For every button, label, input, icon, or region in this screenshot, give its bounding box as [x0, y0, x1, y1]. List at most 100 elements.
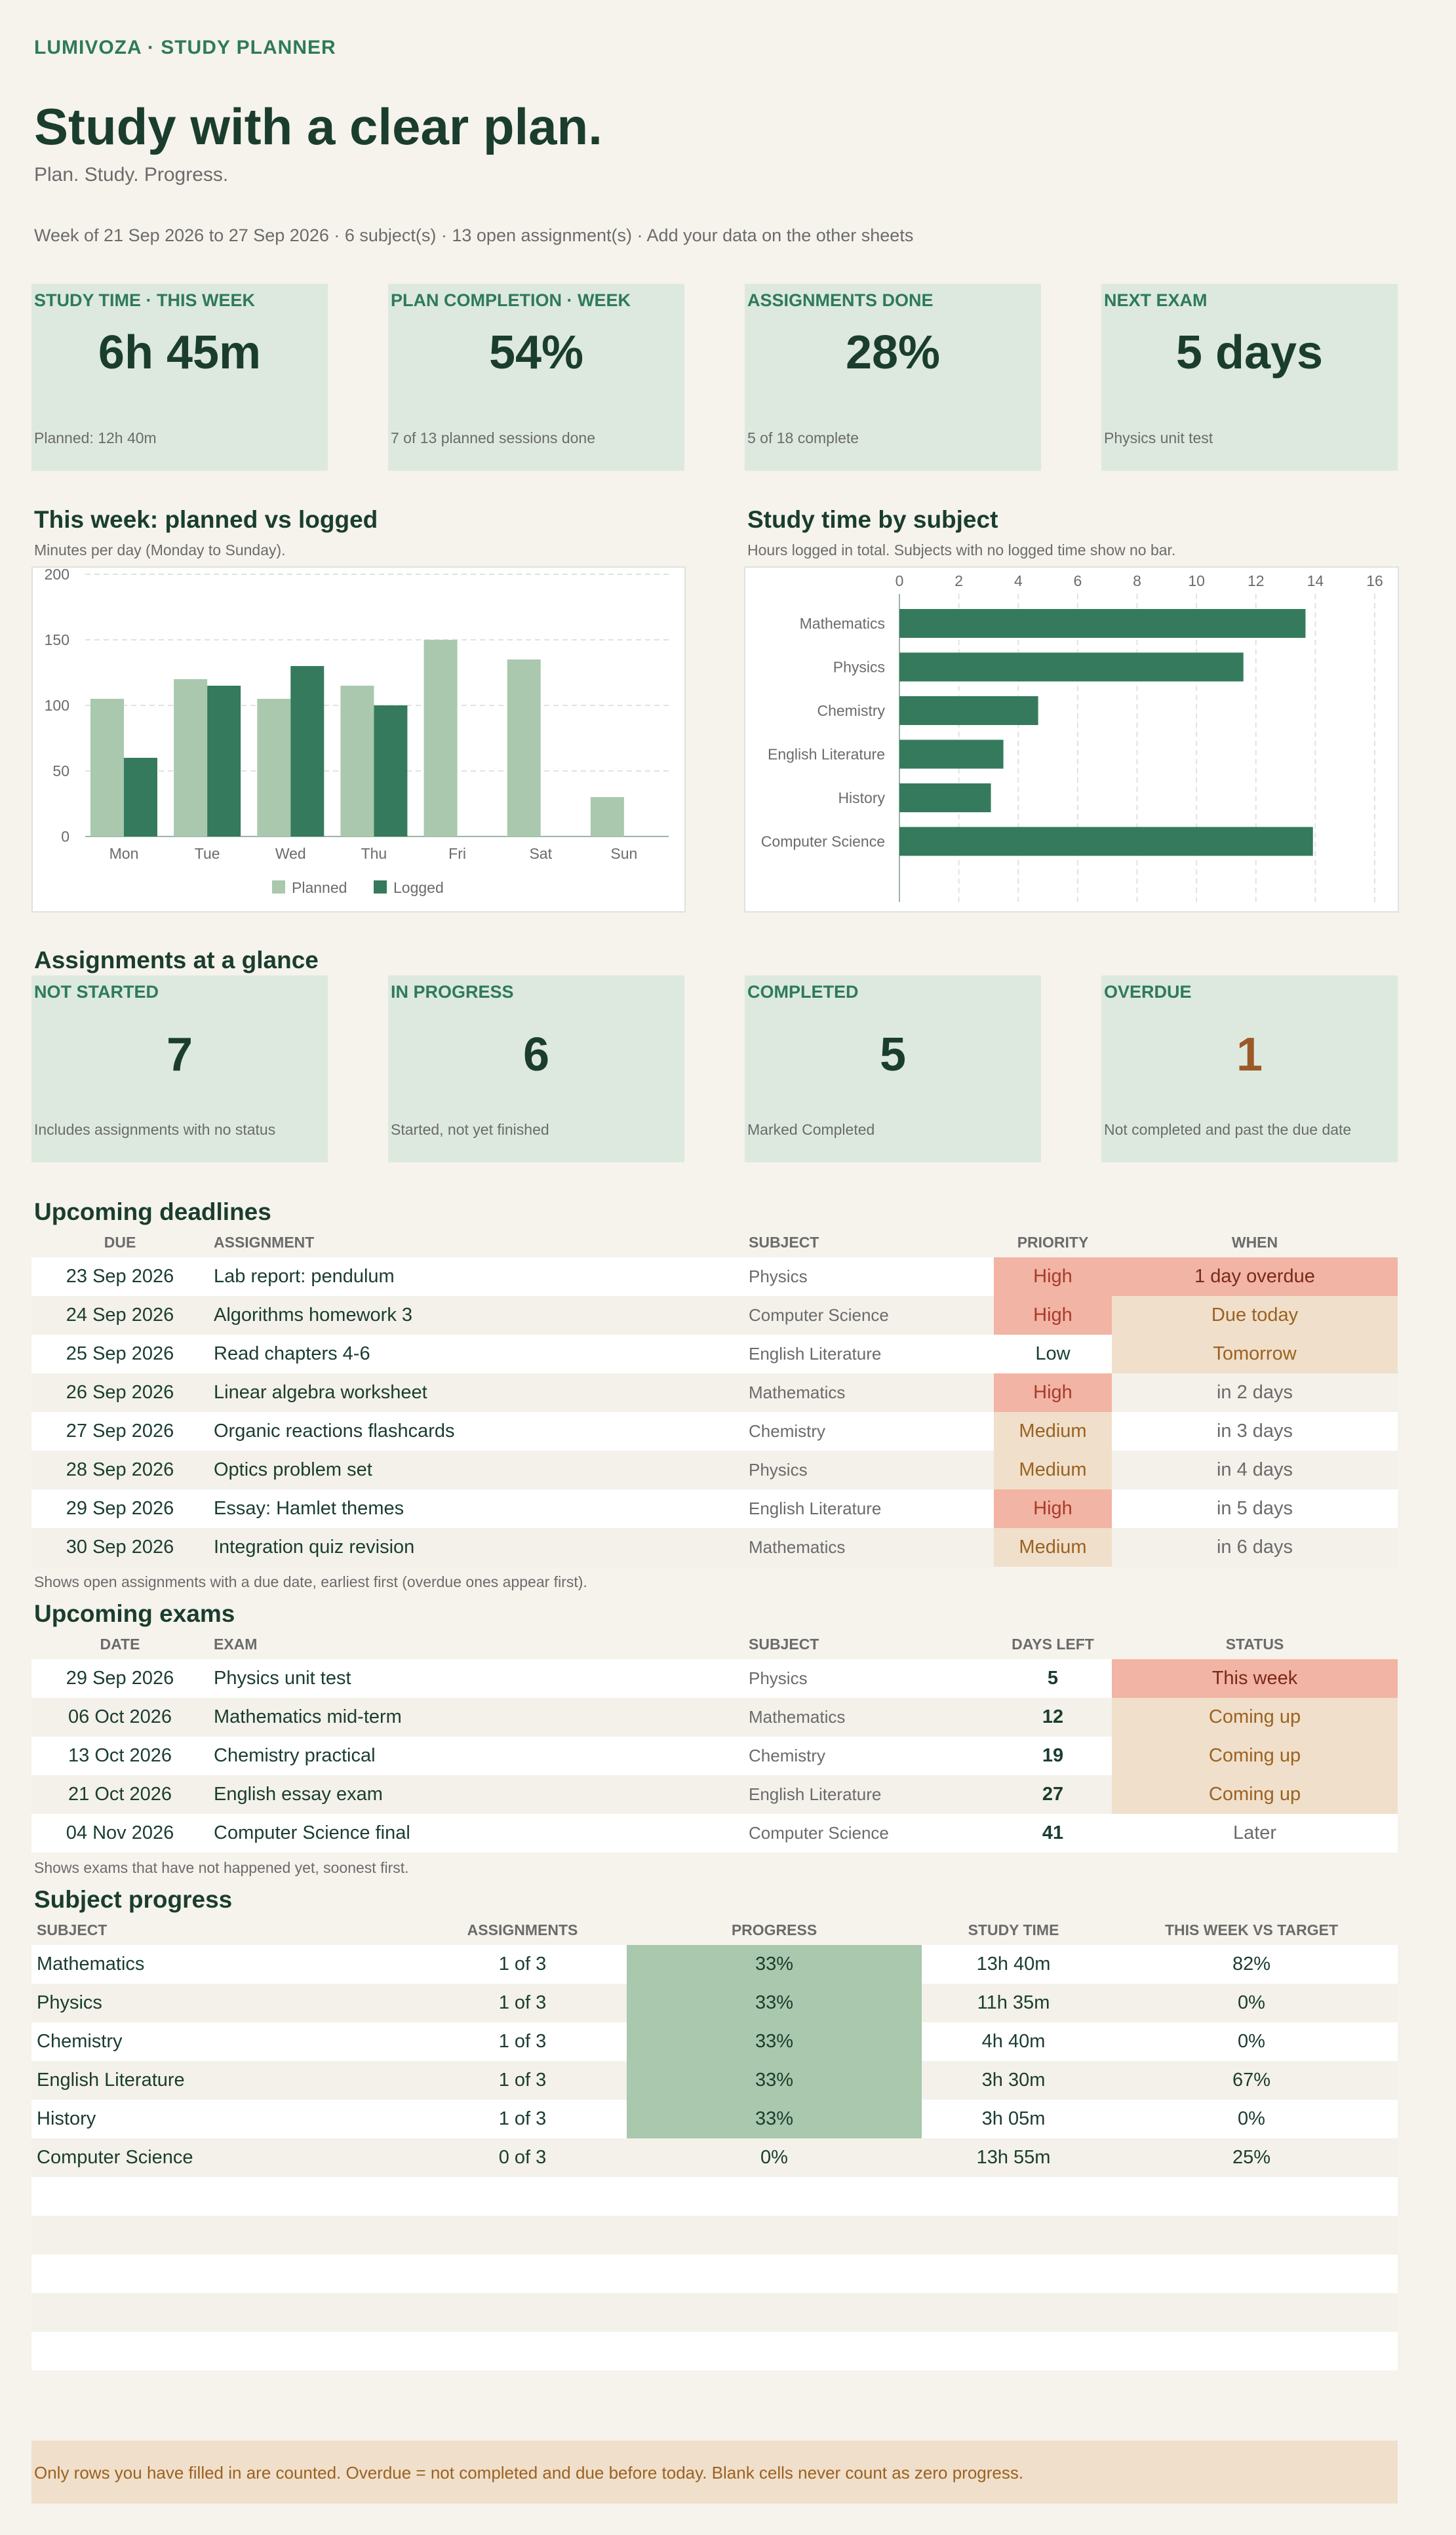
- study-time: 13h 55m: [922, 2138, 1105, 2177]
- y-tick-label: 200: [45, 568, 69, 583]
- subject-name: Computer Science: [743, 1296, 994, 1335]
- subject-name: English Literature: [743, 1335, 994, 1373]
- empty-cell: [627, 2332, 922, 2370]
- category-label: History: [838, 789, 885, 806]
- exam-row: 04 Nov 2026 Computer Science final Compute…: [31, 1814, 1398, 1853]
- empty-cell: [922, 2216, 1105, 2254]
- subject-chart-note: Hours logged in total. Subjects with no …: [747, 541, 1176, 559]
- assignment-count: 0 of 3: [418, 2138, 627, 2177]
- subject-name: Mathematics: [743, 1373, 994, 1412]
- x-tick-label: Sun: [610, 845, 637, 862]
- deadline-row: 27 Sep 2026 Organic reactions flashcards C…: [31, 1412, 1398, 1451]
- exam-name: Mathematics mid-term: [208, 1698, 743, 1737]
- column-header: EXAM: [214, 1635, 258, 1653]
- when-label: Due today: [1112, 1296, 1398, 1335]
- bar-planned: [423, 640, 458, 836]
- exam-row: 29 Sep 2026 Physics unit test Physics 5 This…: [31, 1659, 1398, 1698]
- kpi-note: 5 of 18 complete: [747, 429, 859, 446]
- progress-cell: 33%: [627, 1945, 922, 1984]
- assignment-name: Essay: Hamlet themes: [208, 1489, 743, 1528]
- empty-cell: [922, 2177, 1105, 2216]
- legend-label: Logged: [393, 879, 444, 896]
- progress-cell: 33%: [627, 1984, 922, 2022]
- x-tick-label: 2: [954, 572, 963, 589]
- kpi-value: 54%: [488, 326, 584, 379]
- study-time: 4h 40m: [922, 2022, 1105, 2061]
- priority-badge: Medium: [994, 1451, 1112, 1489]
- assignment-name: Optics problem set: [208, 1451, 743, 1489]
- priority-badge: High: [994, 1489, 1112, 1528]
- column-header: ASSIGNMENT: [214, 1233, 315, 1251]
- x-tick-label: 0: [895, 572, 904, 589]
- status-label: OVERDUE: [1104, 982, 1192, 1002]
- subject-chart-title: Study time by subject: [747, 506, 998, 533]
- kpi-label: ASSIGNMENTS DONE: [747, 290, 934, 310]
- weekly-chart: 0 50 100 150 200 Mon Tue Wed Thu Fri Sat Sun Planned…: [45, 566, 669, 896]
- y-tick-label: 0: [61, 828, 69, 845]
- deadline-row: 30 Sep 2026 Integration quiz revision Math…: [31, 1528, 1398, 1567]
- when-label: in 3 days: [1112, 1412, 1398, 1451]
- empty-cell: [418, 2332, 627, 2370]
- bar-logged: [290, 666, 325, 836]
- when-label: in 4 days: [1112, 1451, 1398, 1489]
- x-tick-label: 14: [1307, 572, 1324, 589]
- x-tick-label: Tue: [195, 845, 220, 862]
- exam-name: Physics unit test: [208, 1659, 743, 1698]
- empty-cell: [627, 2254, 922, 2293]
- column-header: ASSIGNMENTS: [467, 1921, 578, 1938]
- subject-bar: [899, 609, 1306, 638]
- empty-cell: [922, 2332, 1105, 2370]
- deadline-row: 26 Sep 2026 Linear algebra worksheet Mathe…: [31, 1373, 1398, 1412]
- when-label: 1 day overdue: [1112, 1257, 1398, 1296]
- kpi-card-plan-completion: PLAN COMPLETION · WEEK 54% 7 of 13 plann…: [388, 284, 684, 471]
- empty-cell: [922, 2293, 1105, 2332]
- target-ratio: 82%: [1105, 1945, 1398, 1984]
- column-header: SUBJECT: [749, 1233, 819, 1251]
- deadline-row: 24 Sep 2026 Algorithms homework 3 Computer…: [31, 1296, 1398, 1335]
- deadline-row: 23 Sep 2026 Lab report: pendulum Physics Hi…: [31, 1257, 1398, 1296]
- assignment-count: 1 of 3: [418, 2100, 627, 2138]
- subject-name: Chemistry: [31, 2022, 418, 2061]
- x-tick-label: 6: [1073, 572, 1082, 589]
- brand-label: LUMIVOZA · STUDY PLANNER: [34, 37, 336, 58]
- priority-badge: High: [994, 1296, 1112, 1335]
- due-date: 25 Sep 2026: [31, 1335, 208, 1373]
- subject-name: Physics: [743, 1257, 994, 1296]
- subject-name: Chemistry: [743, 1412, 994, 1451]
- kpi-value: 6h 45m: [98, 326, 262, 379]
- kpi-card-study-time: STUDY TIME · THIS WEEK 6h 45m Planned: 1…: [31, 284, 328, 471]
- kpi-value: 28%: [845, 326, 941, 379]
- deadline-row: 28 Sep 2026 Optics problem set Physics Medi…: [31, 1451, 1398, 1489]
- assignment-name: Organic reactions flashcards: [208, 1412, 743, 1451]
- x-tick-label: Fri: [448, 845, 466, 862]
- y-tick-label: 100: [45, 697, 69, 714]
- kpi-note: Physics unit test: [1104, 429, 1213, 446]
- status-label: NOT STARTED: [34, 982, 159, 1002]
- exam-status: This week: [1112, 1659, 1398, 1698]
- x-tick-label: 10: [1188, 572, 1205, 589]
- subject-chart-panel: 0 2 4 6 8 10 12 14 16 Mathematics Physics Chemistry…: [744, 566, 1399, 913]
- exam-date: 06 Oct 2026: [31, 1698, 208, 1737]
- category-label: Computer Science: [761, 833, 885, 850]
- empty-row: [31, 2177, 1398, 2216]
- study-time: 13h 40m: [922, 1945, 1105, 1984]
- subject-bar: [899, 783, 991, 812]
- column-header: SUBJECT: [37, 1921, 108, 1938]
- due-date: 23 Sep 2026: [31, 1257, 208, 1296]
- empty-cell: [1105, 2216, 1398, 2254]
- column-header: STATUS: [1225, 1635, 1284, 1653]
- kpi-label: PLAN COMPLETION · WEEK: [391, 290, 631, 310]
- status-note: Not completed and past the due date: [1104, 1121, 1352, 1138]
- empty-row: [31, 2332, 1398, 2370]
- empty-row: [31, 2254, 1398, 2293]
- subject-name: Computer Science: [31, 2138, 418, 2177]
- bar-planned: [340, 686, 374, 836]
- progress-row: English Literature 1 of 3 33% 3h 30m 67%: [31, 2061, 1398, 2100]
- subject-bar: [899, 696, 1038, 725]
- deadlines-note: Shows open assignments with a due date, …: [34, 1573, 587, 1590]
- priority-badge: High: [994, 1257, 1112, 1296]
- bar-planned: [174, 679, 208, 836]
- weekly-chart-panel: 0 50 100 150 200 Mon Tue Wed Thu Fri Sat Sun Planned…: [31, 566, 686, 913]
- x-tick-label: 16: [1366, 572, 1383, 589]
- x-tick-label: Sat: [529, 845, 552, 862]
